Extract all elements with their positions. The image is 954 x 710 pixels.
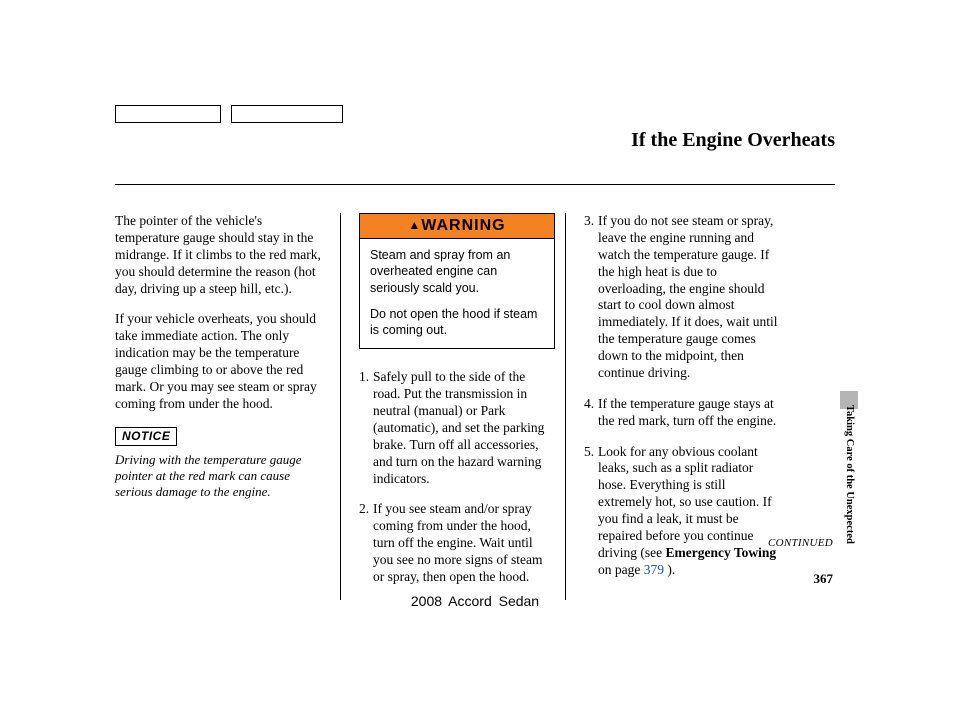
warning-body: Steam and spray from an overheated engin… — [360, 239, 554, 348]
warning-header: ▲WARNING — [360, 214, 554, 239]
ghost-box-2 — [231, 105, 343, 123]
side-section-label: Taking Care of the Unexpected — [844, 405, 855, 544]
steps-list-a: 1.Safely pull to the side of the road. P… — [359, 369, 553, 586]
page-number: 367 — [118, 571, 833, 587]
warning-label: WARNING — [421, 217, 505, 234]
step-1: 1.Safely pull to the side of the road. P… — [359, 369, 553, 487]
steps-list-b: 3.If you do not see steam or spray, leav… — [584, 213, 778, 579]
continued-label: CONTINUED — [118, 537, 833, 549]
ghost-box-1 — [115, 105, 221, 123]
ghost-button-row — [115, 105, 845, 123]
intro-paragraph-1: The pointer of the vehicle's temperature… — [115, 213, 328, 297]
warning-text-1: Steam and spray from an overheated engin… — [370, 247, 544, 296]
warning-callout: ▲WARNING Steam and spray from an overhea… — [359, 213, 555, 349]
step-5: 5.Look for any obvious coolant leaks, su… — [584, 444, 778, 579]
warning-triangle-icon: ▲ — [408, 218, 421, 232]
warning-text-2: Do not open the hood if steam is coming … — [370, 306, 544, 339]
intro-paragraph-2: If your vehicle overheats, you should ta… — [115, 311, 328, 412]
notice-label: NOTICE — [115, 427, 177, 446]
step-4: 4.If the temperature gauge stays at the … — [584, 396, 778, 430]
footer-model: 2008 Accord Sedan — [115, 593, 835, 609]
page-title: If the Engine Overheats — [115, 129, 835, 156]
manual-page: If the Engine Overheats The pointer of t… — [115, 105, 845, 600]
step-3: 3.If you do not see steam or spray, leav… — [584, 213, 778, 382]
notice-text: Driving with the temperature gauge point… — [115, 452, 328, 501]
title-rule — [115, 184, 835, 185]
